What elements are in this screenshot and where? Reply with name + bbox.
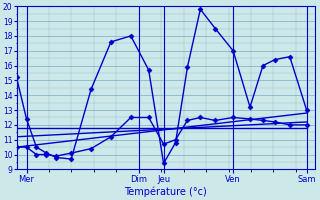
X-axis label: Température (°c): Température (°c) (124, 187, 207, 197)
